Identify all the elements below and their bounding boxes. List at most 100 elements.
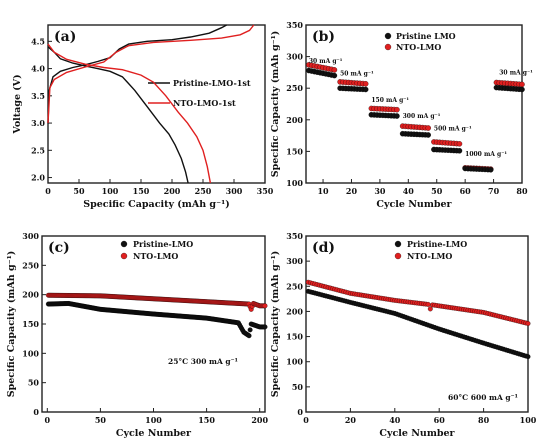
data-point — [425, 132, 431, 138]
series-line-charge — [47, 24, 255, 124]
legend-label: NTO-LMO — [133, 251, 178, 261]
data-point — [456, 148, 463, 154]
data-point — [456, 141, 463, 147]
data-point — [525, 354, 531, 360]
plot-frame — [47, 24, 266, 184]
plot-frame — [305, 24, 523, 184]
x-axis-title: Specific Capacity (mAh g⁻¹) — [83, 199, 230, 210]
x-tick-label: 10 — [317, 186, 329, 196]
y-tick-label: 150 — [286, 146, 303, 156]
panel-a: 0 50 100 150 200 250 300 350 2.0 2.5 3.0 3.5 4.0 4.5 S… — [12, 24, 274, 210]
data-point — [362, 86, 369, 93]
y-tick-label: 100 — [286, 357, 303, 367]
panel-label: (a) — [54, 29, 76, 45]
panel-d: 0 20 40 60 80 100 0 50 100 150 200 250 300 350 Cycle N… — [270, 231, 537, 439]
x-tick-label: 100 — [145, 415, 162, 425]
x-tick-label: 350 — [257, 186, 274, 196]
x-tick-label: 300 — [226, 186, 243, 196]
y-tick-label: 200 — [286, 306, 303, 316]
panel-c: 0 50 100 150 200 0 50 100 150 200 250 300 Cycle Numb… — [6, 231, 268, 439]
test-condition: 60°C 600 mA g⁻¹ — [448, 393, 518, 402]
x-axis-title: Cycle Number — [116, 428, 192, 439]
x-tick-label: 20 — [346, 186, 358, 196]
x-tick-label: 60 — [434, 415, 446, 425]
legend-label: NTO-LMO-1st — [173, 98, 236, 108]
x-tick-label: 100 — [102, 186, 119, 196]
y-tick-label: 3.5 — [31, 91, 45, 101]
test-condition: 25°C 300 mA g⁻¹ — [168, 357, 238, 366]
data-point — [331, 67, 338, 73]
series-line-discharge — [47, 43, 212, 184]
legend-label: NTO-LMO — [407, 251, 452, 261]
data-point — [262, 303, 268, 309]
y-tick-label: 250 — [22, 260, 39, 270]
x-tick-label: 30 — [374, 186, 386, 196]
y-tick-label: 300 — [22, 231, 39, 241]
y-tick-label: 200 — [286, 115, 303, 125]
y-tick-label: 350 — [286, 20, 303, 30]
x-tick-label: 250 — [195, 186, 212, 196]
y-tick-label: 350 — [286, 231, 303, 241]
x-tick-label: 60 — [460, 186, 472, 196]
data-point — [427, 306, 433, 312]
panel-label: (b) — [312, 29, 335, 45]
rate-annotation: 500 mA g⁻¹ — [434, 126, 472, 133]
data-point — [525, 321, 531, 326]
x-axis-title: Cycle Number — [379, 428, 455, 439]
rate-annotation: 50 mA g⁻¹ — [340, 71, 374, 78]
data-point — [487, 166, 494, 173]
data-point — [425, 301, 431, 307]
x-tick-label: 80 — [478, 415, 490, 425]
y-tick-label: 4.5 — [31, 36, 45, 46]
x-tick-label: 0 — [303, 415, 309, 425]
rate-annotation: 150 mA g⁻¹ — [371, 97, 409, 104]
legend-label: Pristine LMO — [396, 31, 456, 41]
x-axis-title: Cycle Number — [376, 199, 452, 210]
panel-label: (c) — [48, 240, 70, 256]
data-point — [120, 252, 128, 260]
data-point — [120, 240, 128, 248]
y-tick-label: 250 — [286, 281, 303, 291]
y-tick-label: 2.0 — [31, 173, 45, 183]
x-tick-label: 0 — [45, 186, 51, 196]
x-tick-label: 200 — [164, 186, 181, 196]
y-tick-label: 3.0 — [31, 118, 45, 128]
x-tick-label: 200 — [251, 415, 268, 425]
legend-label: NTO-LMO — [396, 42, 441, 52]
y-tick-label: 200 — [22, 290, 39, 300]
y-tick-label: 100 — [22, 348, 39, 358]
y-tick-label: 150 — [286, 332, 303, 342]
x-tick-label: 0 — [45, 415, 51, 425]
x-tick-label: 150 — [133, 186, 150, 196]
rate-annotation: 300 mA g⁻¹ — [403, 113, 441, 120]
data-point — [247, 327, 253, 333]
y-axis-title: Specific Capacity (mAh g⁻¹) — [270, 251, 281, 398]
series-line-discharge — [47, 46, 189, 184]
y-tick-label: 4.0 — [31, 64, 45, 74]
y-tick-label: 300 — [286, 256, 303, 266]
data-point — [362, 81, 369, 87]
y-tick-label: 50 — [28, 378, 40, 388]
legend-label: Pristine-LMO — [133, 239, 193, 249]
y-tick-label: 0 — [297, 407, 303, 417]
panel-label: (d) — [312, 240, 335, 256]
rate-annotation: 30 mA g⁻¹ — [309, 58, 343, 65]
x-tick-label: 50 — [95, 415, 107, 425]
panel-b: 10 20 30 40 50 60 70 80 100 150 200 250 300 350 Cycle … — [270, 20, 533, 210]
data-point — [394, 240, 402, 248]
x-tick-label: 50 — [431, 186, 443, 196]
y-axis-title: Voltage (V) — [12, 74, 23, 134]
data-point — [384, 32, 392, 40]
y-tick-label: 250 — [286, 83, 303, 93]
legend-label: Pristine-LMO — [407, 239, 467, 249]
rate-annotation: 30 mA g⁻¹ — [499, 69, 533, 76]
y-tick-label: 2.5 — [31, 145, 45, 155]
y-axis-title: Specific Capacity (mAh g⁻¹) — [270, 31, 281, 178]
data-point — [246, 333, 252, 339]
data-point — [425, 125, 431, 131]
y-tick-label: 0 — [33, 407, 39, 417]
data-point — [384, 43, 392, 51]
x-tick-label: 40 — [403, 186, 415, 196]
y-tick-label: 150 — [22, 319, 39, 329]
